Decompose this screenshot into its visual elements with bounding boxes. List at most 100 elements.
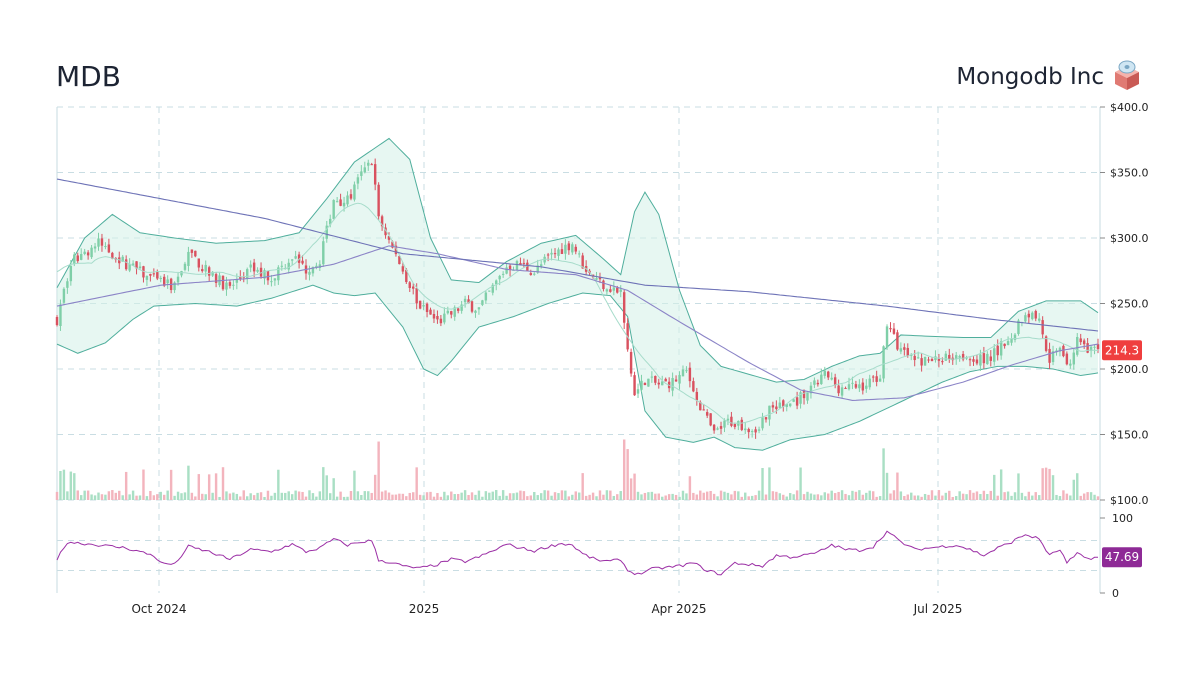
candle-body xyxy=(792,399,795,402)
volume-bar xyxy=(733,490,737,500)
volume-bar xyxy=(1082,493,1086,500)
volume-bar xyxy=(322,467,325,500)
volume-bar xyxy=(539,493,543,500)
candle-body xyxy=(802,390,806,399)
volume-bar xyxy=(273,492,277,500)
volume-bar xyxy=(149,490,152,500)
volume-bar xyxy=(1017,473,1020,500)
volume-bar xyxy=(207,474,211,500)
volume-bar xyxy=(699,490,702,500)
candle-body xyxy=(166,279,169,284)
volume-bar xyxy=(280,492,284,500)
volume-bar xyxy=(111,490,114,500)
volume-bar xyxy=(564,490,567,500)
candle-body xyxy=(567,243,571,251)
candle-body xyxy=(398,256,401,265)
volume-bar xyxy=(522,491,526,500)
volume-bar xyxy=(173,495,176,500)
volume-bar xyxy=(356,491,360,500)
volume-bar xyxy=(581,473,584,500)
candle-body xyxy=(574,246,577,252)
candle-body xyxy=(138,266,142,269)
candle-body xyxy=(923,356,927,366)
candle-body xyxy=(678,374,681,384)
volume-bar xyxy=(764,494,768,500)
volume-bar xyxy=(937,490,941,500)
volume-bar xyxy=(875,496,878,500)
candle-body xyxy=(712,424,716,431)
volume-bar xyxy=(771,491,775,500)
volume-bar xyxy=(415,467,418,500)
volume-bar xyxy=(993,474,996,500)
volume-bar xyxy=(387,492,391,500)
volume-bar xyxy=(927,494,930,500)
candle-body xyxy=(488,290,491,292)
candle-body xyxy=(318,264,322,268)
candle-body xyxy=(813,380,816,385)
volume-bar xyxy=(916,495,920,500)
candle-body xyxy=(235,278,239,283)
candle-body xyxy=(194,250,197,257)
volume-bar xyxy=(294,490,297,500)
candle-body xyxy=(972,359,975,362)
volume-bar xyxy=(76,490,79,500)
volume-bar xyxy=(553,492,557,500)
ma-short-line xyxy=(56,202,1099,424)
volume-bar xyxy=(377,441,380,500)
candle-body xyxy=(107,244,111,253)
volume-bar xyxy=(979,494,982,500)
volume-bar xyxy=(816,494,820,500)
candle-body xyxy=(910,354,913,356)
candle-body xyxy=(207,267,211,276)
candle-body xyxy=(564,244,567,254)
candle-body xyxy=(252,262,256,272)
candle-body xyxy=(840,387,844,396)
volume-bar xyxy=(83,490,86,500)
candle-body xyxy=(1058,347,1062,352)
volume-bar xyxy=(239,496,242,500)
volume-bar xyxy=(93,495,97,500)
volume-bar xyxy=(827,493,830,500)
candle-body xyxy=(1089,346,1093,351)
candle-body xyxy=(913,355,916,361)
candle-body xyxy=(128,263,131,271)
candle-body xyxy=(159,277,162,279)
volume-bar xyxy=(989,490,992,500)
volume-bar xyxy=(882,448,885,500)
candle-body xyxy=(847,384,851,390)
volume-bar xyxy=(820,495,823,500)
volume-bar xyxy=(145,496,149,500)
volume-bar xyxy=(702,492,705,500)
volume-bar xyxy=(778,493,782,500)
candle-body xyxy=(463,298,467,303)
candle-body xyxy=(661,381,664,386)
candle-body xyxy=(246,269,249,279)
candle-body xyxy=(875,376,878,382)
volume-bar xyxy=(944,492,948,500)
y-tick-label: $250.0 xyxy=(1110,298,1149,311)
candle-body xyxy=(1079,338,1082,343)
volume-bar xyxy=(290,494,294,500)
volume-bar xyxy=(858,490,861,500)
candle-body xyxy=(131,263,135,266)
volume-bar xyxy=(671,493,674,500)
volume-bar xyxy=(235,493,239,500)
volume-bar xyxy=(750,495,754,500)
volume-bar xyxy=(453,494,456,500)
candle-body xyxy=(446,310,450,314)
candle-body xyxy=(809,385,813,394)
volume-bar xyxy=(114,492,118,500)
volume-bar xyxy=(688,476,692,500)
volume-bar xyxy=(491,491,494,500)
candle-body xyxy=(104,246,107,248)
candle-body xyxy=(733,424,737,427)
volume-bar xyxy=(903,496,906,500)
candle-body xyxy=(647,378,650,387)
band-lower-line xyxy=(56,284,1099,451)
candle-body xyxy=(156,272,159,279)
candle-body xyxy=(622,292,626,323)
x-tick-label: 2025 xyxy=(409,602,440,616)
candle-body xyxy=(705,412,709,416)
y-tick-label: $300.0 xyxy=(1110,232,1149,245)
candle-body xyxy=(176,276,180,283)
